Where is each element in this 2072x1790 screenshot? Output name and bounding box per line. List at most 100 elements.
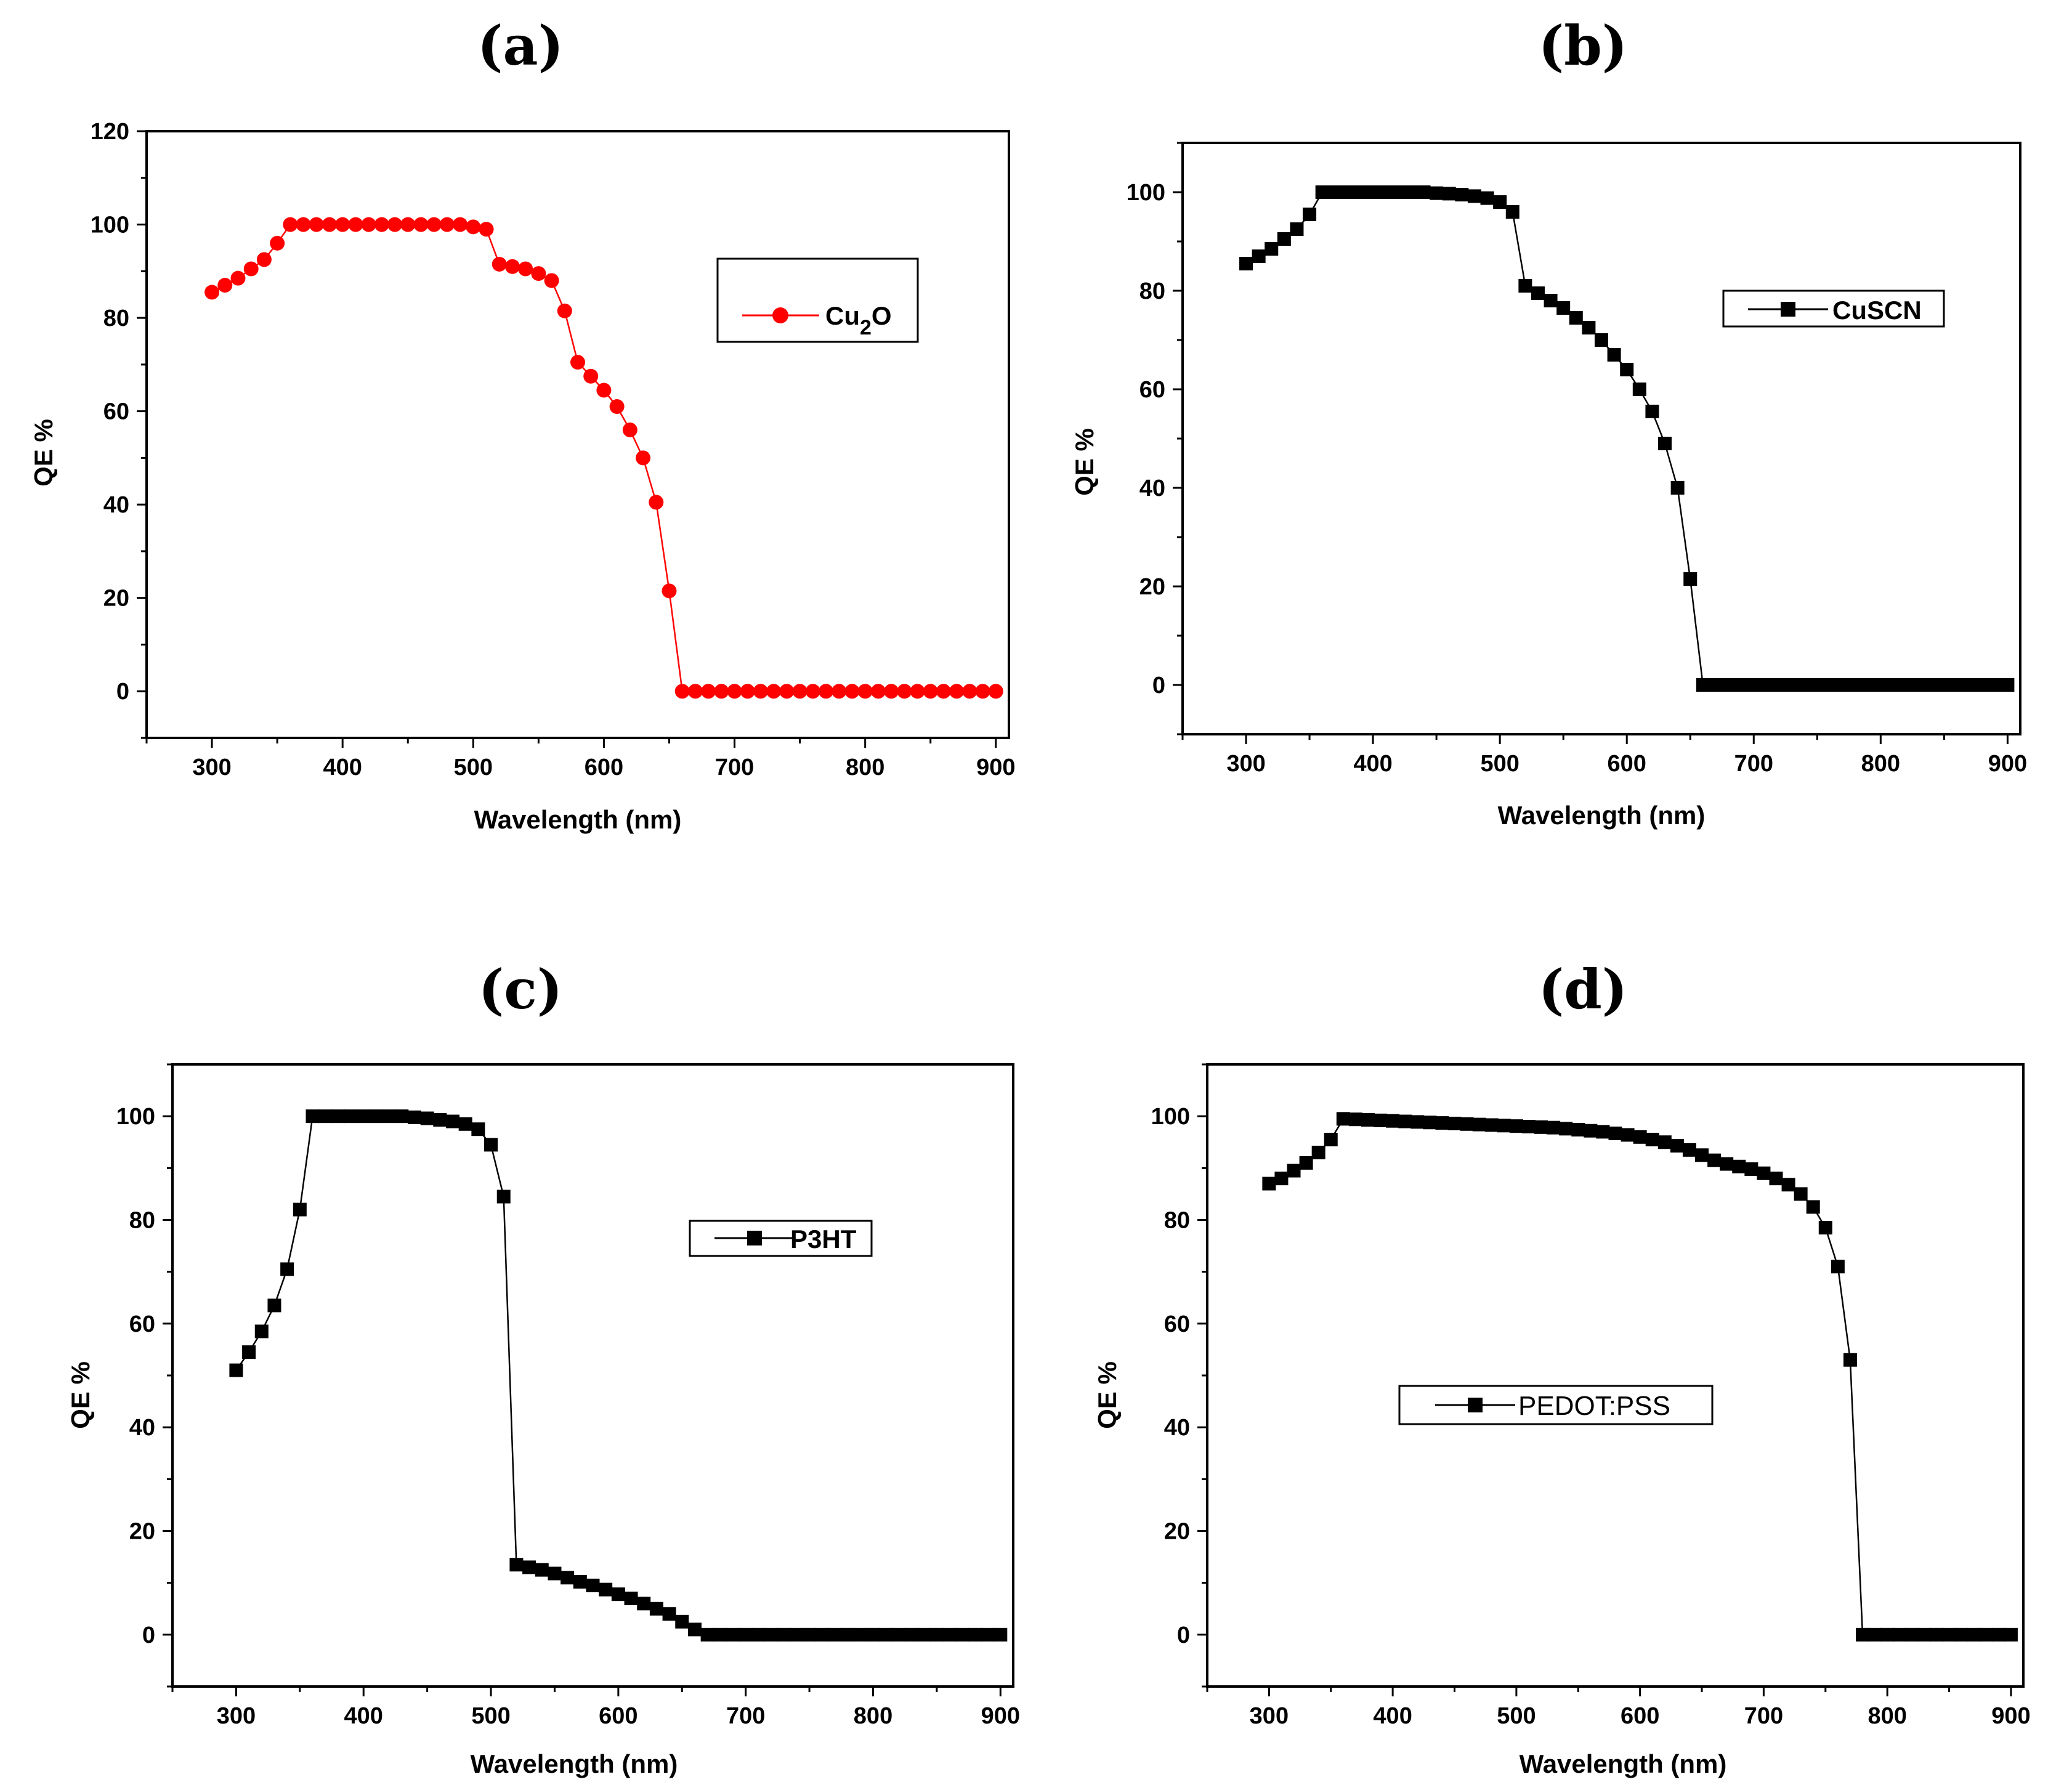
data-point-b-1 [1252,249,1266,263]
data-point-d-50 [1880,1627,1895,1642]
data-point-d-39 [1744,1162,1758,1176]
y-axis-title-b: QE % [1070,428,1099,496]
data-point-b-19 [1480,191,1494,205]
data-point-c-9 [344,1109,358,1124]
data-point-a-26 [544,273,559,288]
x-tick-label-c-5: 800 [854,1703,892,1729]
panel-label-c: (c) [479,957,563,1021]
data-point-c-37 [700,1627,714,1642]
data-point-d-28 [1608,1126,1622,1140]
x-tick-label-d-5: 800 [1868,1703,1906,1729]
axis-ticks-d: 300 400 500 600 700 800 900 0 20 40 60 80 100 [1151,1063,2031,1729]
data-point-d-6 [1336,1112,1350,1126]
y-tick-label-b-5: 100 [1127,180,1165,206]
data-point-a-10 [335,217,350,232]
data-point-c-26 [560,1571,575,1585]
data-point-a-42 [753,684,768,699]
y-axis-title-d: QE % [1093,1361,1122,1429]
data-point-b-35 [1683,572,1698,586]
legend-c: P3HT [689,1220,873,1257]
data-point-a-59 [975,684,990,699]
data-point-b-43 [1785,678,1799,692]
data-point-b-8 [1340,185,1354,199]
data-point-d-7 [1348,1112,1362,1127]
data-point-c-22 [509,1558,524,1572]
data-point-c-33 [649,1602,663,1616]
data-point-b-5 [1303,208,1317,221]
data-point-c-45 [803,1627,817,1642]
data-point-b-48 [1848,678,1863,692]
data-point-d-30 [1633,1130,1647,1144]
data-point-b-12 [1391,185,1406,199]
data-point-d-56 [1954,1627,1969,1642]
data-point-d-45 [1818,1221,1832,1235]
x-tick-label-c-4: 700 [726,1703,765,1729]
data-point-c-55 [929,1627,944,1642]
data-point-b-54 [1924,678,1938,692]
legend-a: Cu2O [716,257,919,343]
data-point-b-42 [1772,678,1786,692]
x-axis-title-b: Wavelength (nm) [1498,801,1706,830]
data-point-d-37 [1720,1157,1734,1171]
data-point-c-12 [382,1109,396,1124]
data-point-d-57 [1967,1627,1981,1642]
data-point-d-53 [1917,1627,1932,1642]
data-point-b-49 [1861,678,1875,692]
y-tick-label-b-4: 80 [1139,278,1165,304]
x-axis-title-c: Wavelength (nm) [471,1749,678,1778]
data-point-a-22 [492,256,507,272]
data-point-b-28 [1595,333,1608,347]
x-tick-label-b-6: 900 [1988,751,2027,777]
data-point-c-5 [293,1202,307,1217]
data-point-a-54 [910,684,925,699]
data-point-d-40 [1757,1166,1771,1180]
data-point-c-27 [573,1574,587,1589]
data-point-a-25 [531,266,546,281]
y-tick-label-a-6: 120 [91,119,129,145]
data-point-b-46 [1823,678,1837,692]
data-point-d-41 [1769,1172,1783,1186]
data-point-c-43 [777,1627,791,1642]
data-point-a-5 [270,235,285,251]
y-tick-label-c-5: 100 [116,1104,155,1130]
data-point-c-25 [548,1566,562,1581]
data-point-d-24 [1559,1122,1573,1136]
panel-a: (a) 300 400 500 600 700 800 900 0 20 40 60 80 100 120… [29,14,1015,834]
data-point-a-17 [426,217,442,232]
y-tick-label-b-3: 60 [1139,377,1165,403]
x-tick-label-b-1: 400 [1353,751,1392,777]
data-point-c-10 [357,1109,371,1124]
data-point-a-29 [583,368,599,384]
data-point-b-55 [1937,678,1951,692]
axis-ticks-c: 300 400 500 600 700 800 900 0 20 40 60 80 100 [116,1063,1020,1729]
data-point-b-29 [1607,348,1621,362]
legend-label-a-base: Cu [825,301,860,330]
x-tick-label-b-4: 700 [1734,751,1773,777]
data-point-a-21 [479,222,494,237]
legend-marker-a [772,307,788,323]
data-point-b-11 [1378,185,1393,199]
data-point-b-23 [1531,286,1545,300]
data-point-a-23 [504,259,520,274]
data-point-d-54 [1930,1627,1944,1642]
legend-box-c [689,1220,873,1257]
data-point-d-14 [1435,1116,1449,1130]
data-point-a-39 [714,684,729,699]
data-point-d-34 [1682,1143,1696,1157]
data-point-a-24 [518,261,533,277]
y-tick-label-a-3: 60 [103,399,129,425]
x-tick-label-a-0: 300 [192,755,231,780]
y-tick-label-c-0: 0 [142,1622,155,1648]
panel-label-d: (d) [1539,957,1628,1021]
data-point-c-49 [853,1627,867,1642]
legend-marker-d [1468,1398,1483,1412]
data-point-b-13 [1404,185,1418,199]
data-point-c-14 [407,1110,421,1124]
data-point-d-49 [1868,1627,1882,1642]
data-point-c-15 [420,1111,434,1125]
data-point-c-60 [994,1627,1008,1642]
data-point-d-48 [1856,1627,1870,1642]
data-point-a-56 [936,684,951,699]
legend-marker-b [1781,302,1795,317]
